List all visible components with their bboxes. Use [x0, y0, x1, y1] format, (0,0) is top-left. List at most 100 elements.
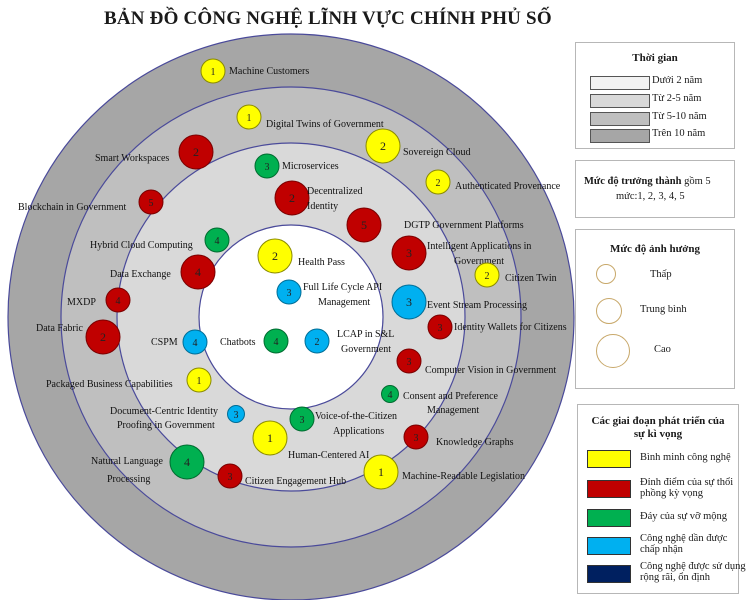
tech-bubble[interactable] — [304, 328, 330, 354]
tech-bubble[interactable] — [169, 444, 205, 480]
tech-bubble[interactable] — [204, 227, 230, 253]
impact-legend: Mức độ ảnh hưởng Thấp Trung bình Cao — [575, 229, 735, 389]
tech-maturity-level: 3 — [438, 323, 443, 334]
tech-bubble[interactable] — [289, 406, 315, 432]
tech-bubble[interactable] — [138, 189, 164, 215]
tech-bubble[interactable] — [363, 454, 399, 490]
tech-machine-readable-legislation[interactable]: 1 Machine-Readable Legislation — [363, 454, 525, 490]
tech-maturity-level: 2 — [193, 145, 199, 159]
tech-label-line-2: Management — [318, 297, 370, 308]
time-label-2: Từ 2-5 năm — [652, 93, 702, 104]
tech-maturity-level: 2 — [315, 337, 320, 348]
time-swatch-3 — [590, 112, 650, 126]
tech-bubble[interactable] — [346, 207, 382, 243]
tech-bubble[interactable] — [403, 424, 429, 450]
tech-data-fabric[interactable]: 2 Data Fabric — [36, 319, 121, 355]
stage-swatch-1 — [587, 450, 631, 468]
tech-digital-twins-of-government[interactable]: 1 Digital Twins of Government — [236, 104, 384, 130]
tech-event-stream-processing[interactable]: 3 Event Stream Processing — [391, 284, 527, 320]
tech-bubble[interactable] — [274, 180, 310, 216]
tech-bubble[interactable] — [105, 287, 131, 313]
tech-label: Microservices — [282, 161, 339, 172]
time-label-3: Từ 5-10 năm — [652, 111, 707, 122]
tech-label: Data Fabric — [36, 323, 83, 334]
tech-bubble[interactable] — [391, 235, 427, 271]
tech-maturity-level: 4 — [195, 265, 201, 279]
stage-label-3: Đáy của sự vỡ mộng — [640, 511, 728, 522]
tech-maturity-level: 1 — [267, 431, 273, 445]
tech-mxdp[interactable]: 4 MXDP — [67, 287, 131, 313]
tech-citizen-twin[interactable]: 2 Citizen Twin — [474, 262, 557, 288]
tech-bubble[interactable] — [257, 238, 293, 274]
tech-label: Authenticated Provenance — [455, 181, 561, 192]
tech-bubble[interactable] — [365, 128, 401, 164]
tech-label: MXDP — [67, 297, 96, 308]
tech-bubble[interactable] — [276, 279, 302, 305]
tech-bubble[interactable] — [252, 420, 288, 456]
tech-smart-workspaces[interactable]: 2 Smart Workspaces — [95, 134, 214, 170]
tech-bubble[interactable] — [182, 329, 208, 355]
tech-consent-and-preference-management[interactable]: 4 Consent and Preference Management — [381, 385, 499, 417]
tech-health-pass[interactable]: 2 Health Pass — [257, 238, 345, 274]
impact-small-circle — [596, 264, 616, 284]
tech-packaged-business-capabilities[interactable]: 1 Packaged Business Capabilities — [46, 367, 212, 393]
tech-full-life-cycle-api-management[interactable]: 3 Full Life Cycle API Management — [276, 279, 382, 308]
tech-bubble[interactable] — [427, 314, 453, 340]
tech-bubble[interactable] — [263, 328, 289, 354]
tech-human-centered-ai[interactable]: 1 Human-Centered AI — [252, 420, 369, 461]
tech-maturity-level: 3 — [406, 246, 412, 260]
impact-large-circle — [596, 334, 630, 368]
tech-decentralized-identity[interactable]: 2 Decentralized Identity — [274, 180, 363, 216]
tech-bubble[interactable] — [217, 463, 243, 489]
tech-bubble[interactable] — [227, 405, 245, 423]
tech-chatbots[interactable]: 4 Chatbots — [220, 328, 289, 354]
tech-bubble[interactable] — [200, 58, 226, 84]
tech-citizen-engagement-hub[interactable]: 3 Citizen Engagement Hub — [217, 463, 346, 489]
tech-lcap-in-s-l-government[interactable]: 2 LCAP in S&L Government — [304, 328, 394, 355]
tech-bubble[interactable] — [254, 153, 280, 179]
time-label-4: Trên 10 năm — [652, 128, 706, 139]
tech-blockchain-in-government[interactable]: 5 Blockchain in Government — [18, 189, 164, 215]
tech-bubble[interactable] — [85, 319, 121, 355]
tech-maturity-level: 5 — [361, 218, 367, 232]
tech-bubble[interactable] — [425, 169, 451, 195]
tech-bubble[interactable] — [178, 134, 214, 170]
tech-cspm[interactable]: 4 CSPM — [151, 329, 208, 355]
tech-bubble[interactable] — [396, 348, 422, 374]
tech-bubble[interactable] — [474, 262, 500, 288]
tech-computer-vision-in-government[interactable]: 3 Computer Vision in Government — [396, 348, 556, 376]
tech-authenticated-provenance[interactable]: 2 Authenticated Provenance — [425, 169, 561, 195]
impact-legend-title: Mức độ ảnh hưởng — [610, 243, 700, 255]
stage-legend-title: Các giai đoạn phát triển của sự kì vọng — [591, 415, 725, 440]
tech-bubble[interactable] — [236, 104, 262, 130]
tech-sovereign-cloud[interactable]: 2 Sovereign Cloud — [365, 128, 471, 164]
stage-swatch-4 — [587, 537, 631, 555]
tech-bubble[interactable] — [186, 367, 212, 393]
tech-label: Full Life Cycle API — [303, 282, 382, 293]
tech-maturity-level: 3 — [414, 433, 419, 444]
tech-label-line-2: Applications — [333, 426, 384, 437]
tech-label: Machine-Readable Legislation — [402, 471, 525, 482]
tech-label-line-2: Proofing in Government — [117, 420, 215, 431]
tech-microservices[interactable]: 3 Microservices — [254, 153, 339, 179]
tech-bubble[interactable] — [180, 254, 216, 290]
tech-machine-customers[interactable]: 1 Machine Customers — [200, 58, 309, 84]
tech-intelligent-applications-in-government[interactable]: 3 Intelligent Applications in Government — [391, 235, 531, 271]
tech-maturity-level: 1 — [378, 465, 384, 479]
tech-data-exchange[interactable]: 4 Data Exchange — [110, 254, 216, 290]
tech-identity-wallets-for-citizens[interactable]: 3 Identity Wallets for Citizens — [427, 314, 567, 340]
tech-label: Health Pass — [298, 257, 345, 268]
tech-document-centric-identity-proofing-in-government[interactable]: 3 Document-Centric Identity Proofing in Go… — [110, 405, 245, 432]
tech-label: Chatbots — [220, 337, 256, 348]
tech-natural-language-processing[interactable]: 4 Natural Language Processing — [91, 444, 205, 485]
maturity-title: Mức độ trưởng thành — [584, 176, 682, 187]
tech-hybrid-cloud-computing[interactable]: 4 Hybrid Cloud Computing — [90, 227, 230, 253]
tech-dgtp-government-platforms[interactable]: 5 DGTP Government Platforms — [346, 207, 524, 243]
tech-label: Sovereign Cloud — [403, 147, 471, 158]
tech-label: Blockchain in Government — [18, 202, 127, 213]
tech-bubble[interactable] — [391, 284, 427, 320]
tech-knowledge-graphs[interactable]: 3 Knowledge Graphs — [403, 424, 514, 450]
tech-bubble[interactable] — [381, 385, 399, 403]
tech-voice-of-the-citizen-applications[interactable]: 3 Voice-of-the-Citizen Applications — [289, 406, 397, 437]
maturity-legend: Mức độ trưởng thành gồm 5 mức:1, 2, 3, 4… — [575, 160, 735, 218]
